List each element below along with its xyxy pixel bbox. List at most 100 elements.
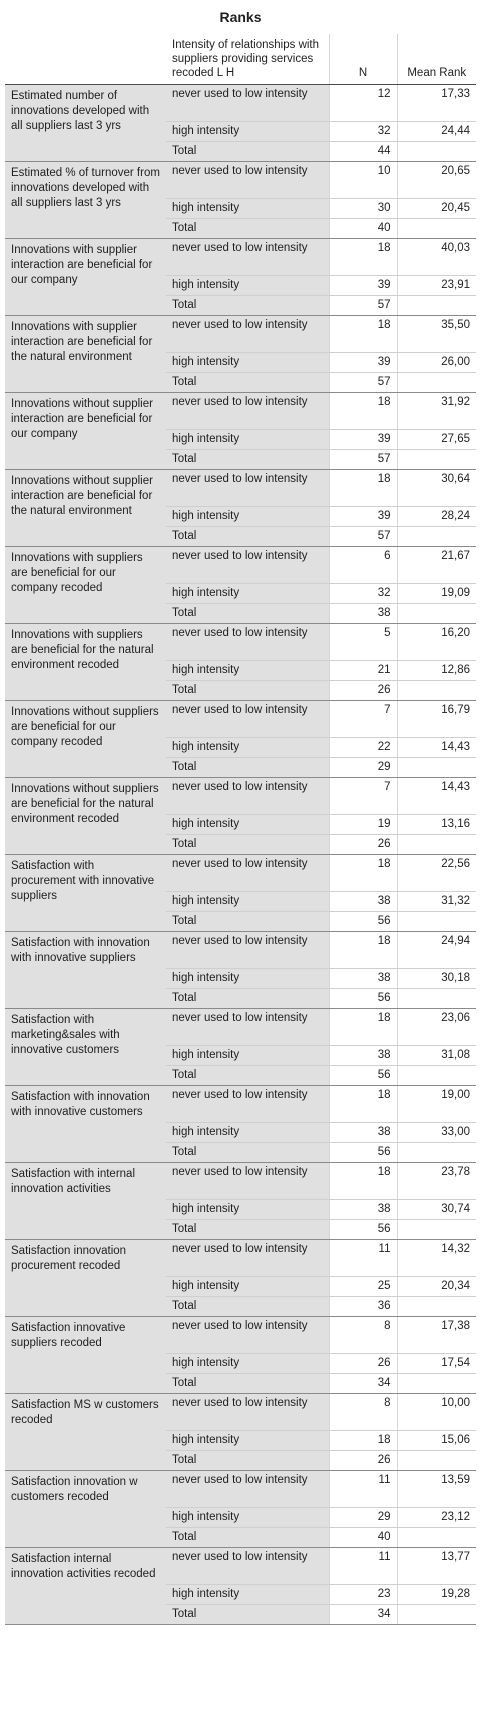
variable-label: Innovations with supplier interaction ar…: [5, 238, 166, 316]
group-label-high: high intensity: [166, 1199, 329, 1220]
mean-rank-cell-empty: [396, 1065, 476, 1086]
mean-rank-cell: 16,20: [396, 623, 476, 661]
variable-label: Innovations with suppliers are beneficia…: [5, 623, 166, 701]
mean-rank-cell: 30,74: [396, 1199, 476, 1220]
group-label-total: Total: [166, 141, 329, 162]
table-row: Innovations without suppliers are benefi…: [5, 700, 476, 778]
group-label-low: never used to low intensity: [166, 546, 329, 584]
n-cell: 11: [328, 1547, 397, 1585]
mean-rank-cell: 20,45: [396, 198, 476, 219]
mean-rank-cell-empty: [396, 911, 476, 932]
mean-rank-cell: 35,50: [396, 315, 476, 353]
n-cell: 57: [328, 295, 397, 316]
table-row: Satisfaction internal innovation activit…: [5, 1547, 476, 1625]
mean-rank-cell-empty: [396, 834, 476, 855]
group-label-total: Total: [166, 680, 329, 701]
mean-rank-cell-empty: [396, 1527, 476, 1548]
mean-rank-cell: 14,32: [396, 1239, 476, 1277]
mean-rank-cell: 40,03: [396, 238, 476, 276]
group-label-low: never used to low intensity: [166, 931, 329, 969]
group-label-low: never used to low intensity: [166, 1239, 329, 1277]
n-cell: 34: [328, 1373, 397, 1394]
n-cell: 39: [328, 506, 397, 527]
n-cell: 32: [328, 121, 397, 142]
variable-label: Satisfaction innovation w customers reco…: [5, 1470, 166, 1548]
n-cell: 56: [328, 911, 397, 932]
table-row-total: Total 26: [5, 1450, 476, 1471]
variable-label: Satisfaction innovative suppliers recode…: [5, 1316, 166, 1394]
group-label-low: never used to low intensity: [166, 469, 329, 507]
n-cell: 18: [328, 854, 397, 892]
table-row: high intensity 32 24,44: [5, 121, 476, 142]
table-row-total: Total 56: [5, 1142, 476, 1163]
group-label-high: high intensity: [166, 1353, 329, 1374]
mean-rank-cell: 10,00: [396, 1393, 476, 1431]
group-label-total: Total: [166, 1604, 329, 1625]
table-row: Satisfaction with innovation with innova…: [5, 931, 476, 1009]
mean-rank-cell-empty: [396, 449, 476, 470]
table-row: high intensity 23 19,28: [5, 1584, 476, 1605]
mean-rank-cell: 23,12: [396, 1507, 476, 1528]
table-row: high intensity 19 13,16: [5, 814, 476, 835]
mean-rank-cell-empty: [396, 218, 476, 239]
group-label-high: high intensity: [166, 891, 329, 912]
table-row: Innovations without suppliers are benefi…: [5, 777, 476, 855]
mean-rank-cell: 30,18: [396, 968, 476, 989]
n-cell: 38: [328, 1122, 397, 1143]
group-label-low: never used to low intensity: [166, 161, 329, 199]
group-label-low: never used to low intensity: [166, 238, 329, 276]
n-cell: 38: [328, 603, 397, 624]
table-row-total: Total 40: [5, 1527, 476, 1548]
n-cell: 8: [328, 1393, 397, 1431]
table-row-total: Total 26: [5, 680, 476, 701]
mean-rank-cell: 23,06: [396, 1008, 476, 1046]
mean-rank-cell-empty: [396, 988, 476, 1009]
mean-rank-cell-empty: [396, 1142, 476, 1163]
variable-label: Satisfaction with internal innovation ac…: [5, 1162, 166, 1240]
n-cell: 19: [328, 814, 397, 835]
n-cell: 12: [328, 84, 397, 122]
group-label-low: never used to low intensity: [166, 84, 329, 122]
mean-rank-cell-empty: [396, 295, 476, 316]
group-label-total: Total: [166, 449, 329, 470]
table-row-total: Total 34: [5, 1604, 476, 1625]
n-cell: 38: [328, 891, 397, 912]
group-label-total: Total: [166, 1142, 329, 1163]
variable-label: Innovations with suppliers are beneficia…: [5, 546, 166, 624]
variable-label: Satisfaction with innovation with innova…: [5, 931, 166, 1009]
group-label-total: Total: [166, 1373, 329, 1394]
mean-rank-cell: 21,67: [396, 546, 476, 584]
n-cell: 11: [328, 1239, 397, 1277]
mean-rank-cell: 16,79: [396, 700, 476, 738]
table-row-total: Total 56: [5, 911, 476, 932]
table-row: Innovations without supplier interaction…: [5, 392, 476, 470]
variable-label: Satisfaction innovation procurement reco…: [5, 1239, 166, 1317]
table-row: high intensity 30 20,45: [5, 198, 476, 219]
table-row: Satisfaction innovation procurement reco…: [5, 1239, 476, 1317]
n-cell: 10: [328, 161, 397, 199]
table-row: Innovations with suppliers are beneficia…: [5, 546, 476, 624]
group-label-low: never used to low intensity: [166, 1547, 329, 1585]
mean-rank-cell: 26,00: [396, 352, 476, 373]
group-label-high: high intensity: [166, 1045, 329, 1066]
n-cell: 18: [328, 1008, 397, 1046]
group-label-total: Total: [166, 911, 329, 932]
table-row: high intensity 38 33,00: [5, 1122, 476, 1143]
n-cell: 56: [328, 1219, 397, 1240]
n-cell: 34: [328, 1604, 397, 1625]
table-body: Estimated number of innovations develope…: [5, 84, 476, 1625]
n-cell: 57: [328, 372, 397, 393]
group-label-total: Total: [166, 1450, 329, 1471]
table-row: Satisfaction MS w customers recoded never…: [5, 1393, 476, 1471]
n-cell: 7: [328, 700, 397, 738]
table-row: Estimated % of turnover from innovations…: [5, 161, 476, 239]
mean-rank-cell: 17,38: [396, 1316, 476, 1354]
group-label-low: never used to low intensity: [166, 392, 329, 430]
group-label-total: Total: [166, 757, 329, 778]
n-cell: 5: [328, 623, 397, 661]
mean-rank-cell: 20,65: [396, 161, 476, 199]
mean-rank-cell: 14,43: [396, 737, 476, 758]
mean-rank-cell: 19,09: [396, 583, 476, 604]
table-row-total: Total 57: [5, 449, 476, 470]
table-row: high intensity 38 30,74: [5, 1199, 476, 1220]
